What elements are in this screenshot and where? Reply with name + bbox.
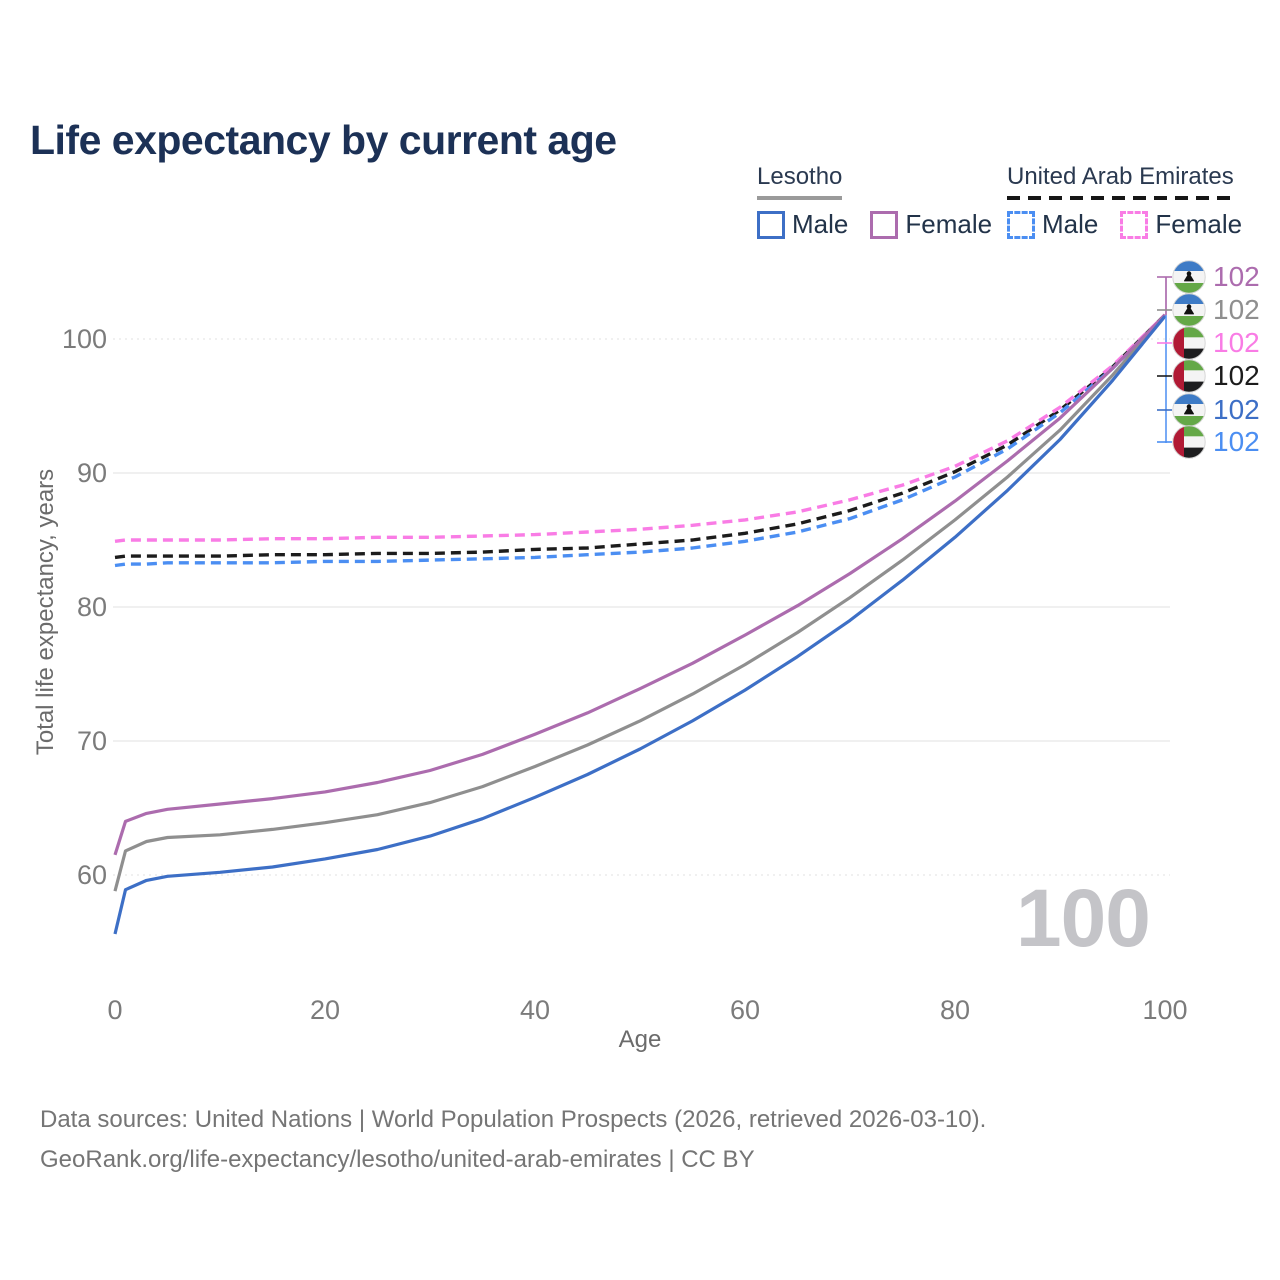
legend-items-lesotho: Male Female (757, 209, 992, 240)
uae-dashed-line-swatch (1007, 196, 1234, 200)
leader-line-down (1165, 315, 1167, 443)
x-tick-label-20: 20 (309, 995, 341, 1025)
legend-item-uae-male[interactable]: Male (1007, 209, 1098, 240)
flag-wrap-uae-both (1172, 359, 1206, 398)
series-line-uae-both[interactable] (114, 313, 1167, 560)
y-tick-label-90: 90 (76, 458, 107, 488)
lesotho-solid-line-swatch (757, 196, 843, 200)
legend-item-uae-female[interactable]: Female (1120, 209, 1242, 240)
legend-group-lesotho-title-wrap: Lesotho (757, 163, 843, 200)
x-tick-label-40: 40 (519, 995, 551, 1025)
legend-item-label: Male (792, 209, 849, 239)
lesotho-flag-icon (1172, 260, 1206, 294)
flag-wrap-uae-female (1172, 326, 1206, 365)
uae-flag-icon (1172, 359, 1206, 393)
end-value-label-lesotho-female: 102 (1213, 261, 1260, 292)
legend-group-uae-title: United Arab Emirates (1007, 163, 1234, 190)
legend-group-lesotho-title: Lesotho (757, 163, 843, 190)
lesotho-male-swatch-icon (757, 210, 785, 239)
flag-wrap-lesotho-both (1172, 293, 1206, 332)
series-line-uae-female[interactable] (114, 313, 1167, 543)
flag-wrap-lesotho-female (1172, 260, 1206, 299)
x-tick-label-80: 80 (939, 995, 971, 1025)
series-line-lesotho-male[interactable] (113, 315, 1167, 935)
footer-attribution-link: GeoRank.org/life-expectancy/lesotho/unit… (40, 1146, 755, 1173)
leader-tick-uae-female (1157, 342, 1172, 344)
legend-item-lesotho-male[interactable]: Male (757, 209, 848, 240)
end-value-label-lesotho-male: 102 (1213, 394, 1260, 425)
lesotho-flag-icon (1172, 393, 1206, 427)
x-axis-title: Age (618, 1026, 662, 1053)
footer-data-sources: Data sources: United Nations | World Pop… (40, 1106, 987, 1133)
leader-tick-lesotho-female (1157, 276, 1172, 278)
series-line-uae-male[interactable] (114, 314, 1167, 568)
end-value-label-uae-both: 102 (1213, 360, 1260, 391)
lesotho-flag-icon (1172, 293, 1206, 327)
legend-item-label: Male (1042, 209, 1099, 239)
flag-wrap-uae-male (1172, 425, 1206, 464)
leader-tick-uae-male (1157, 441, 1172, 443)
leader-tick-lesotho-male (1157, 409, 1172, 411)
hover-age-watermark: 100 (1016, 873, 1151, 964)
y-tick-label-70: 70 (76, 726, 107, 756)
end-value-label-uae-female: 102 (1213, 327, 1260, 358)
y-tick-label-80: 80 (76, 592, 107, 622)
legend-item-label: Female (905, 209, 993, 239)
lesotho-female-swatch-icon (870, 210, 899, 239)
legend-item-lesotho-female[interactable]: Female (870, 209, 992, 240)
legend-group-lesotho: Lesotho Male Female (757, 163, 992, 240)
uae-flag-icon (1172, 425, 1206, 459)
x-tick-label-0: 0 (107, 995, 123, 1025)
y-tick-label-100: 100 (61, 324, 107, 354)
legend-group-uae: United Arab Emirates Male Female (1007, 163, 1242, 240)
legend-items-uae: Male Female (1007, 209, 1242, 240)
leader-tick-uae-both (1157, 375, 1172, 377)
page-title: Life expectancy by current age (30, 117, 617, 164)
series-line-lesotho-female[interactable] (113, 313, 1167, 856)
leader-line-up (1165, 277, 1167, 315)
end-value-label-uae-male: 102 (1213, 426, 1260, 457)
y-tick-label-60: 60 (76, 860, 107, 890)
end-value-label-lesotho-both: 102 (1213, 294, 1260, 325)
x-tick-label-60: 60 (729, 995, 761, 1025)
uae-female-swatch-icon (1120, 210, 1149, 239)
legend-item-label: Female (1155, 209, 1243, 239)
y-axis-title: Total life expectancy, years (32, 468, 59, 756)
series-line-lesotho-both[interactable] (113, 313, 1167, 892)
uae-flag-icon (1172, 326, 1206, 360)
leader-tick-lesotho-both (1157, 309, 1172, 311)
uae-male-swatch-icon (1007, 210, 1035, 239)
x-tick-label-100: 100 (1142, 995, 1188, 1025)
legend-group-uae-title-wrap: United Arab Emirates (1007, 163, 1234, 200)
